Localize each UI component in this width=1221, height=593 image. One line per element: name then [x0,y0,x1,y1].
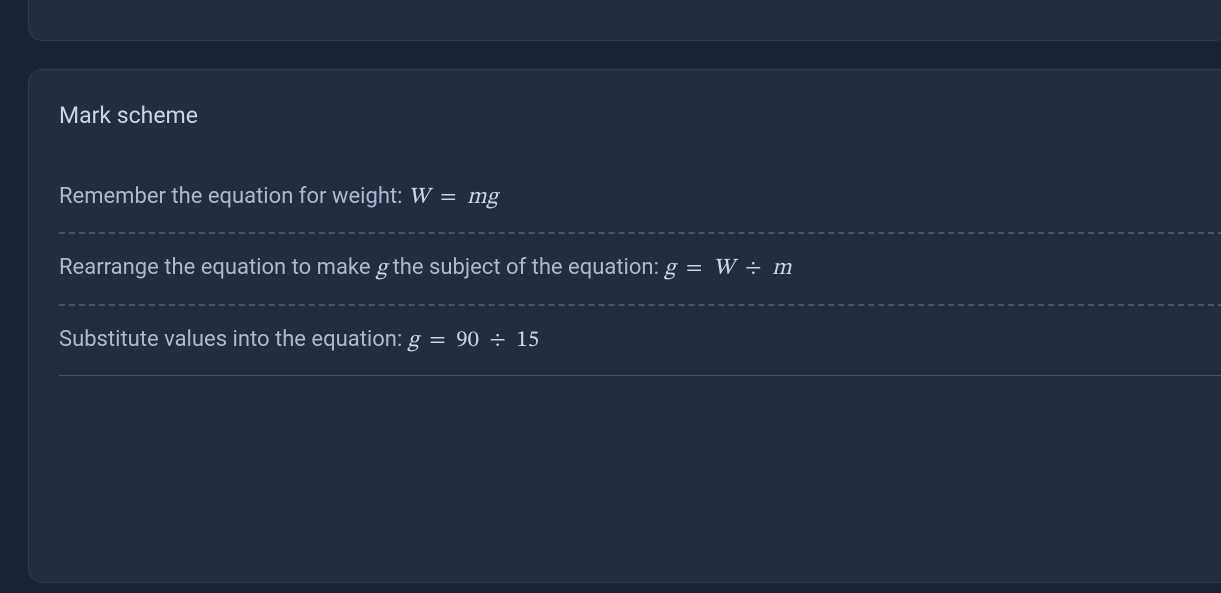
equation: g = 90 ÷ 15 [408,329,539,352]
math-var: m [467,186,487,209]
step-text: the subject of the equation: [393,255,665,280]
step-text: Remember the equation for weight: [59,184,408,209]
mark-scheme-card: Mark scheme Remember the equation for we… [28,69,1221,583]
step-text: Substitute values into the equation: [59,327,408,352]
equation: g = W ÷ m [664,257,791,280]
math-op: ÷ [479,329,516,352]
mark-scheme-step: Rearrange the equation to make g the sub… [59,234,1199,303]
math-op: = [430,186,467,209]
math-var: m [772,257,792,280]
math-var: g [487,186,498,209]
step-divider-solid [59,375,1221,376]
math-num: 15 [516,329,539,352]
math-var: g [664,257,675,280]
math-var: g [408,329,419,352]
math-var: W [408,186,430,209]
math-var: W [713,257,735,280]
equation: W = mg [408,186,498,209]
inline-var: g [376,257,387,280]
math-op: ÷ [735,257,772,280]
mark-scheme-step: Remember the equation for weight: W = mg [59,181,1199,232]
math-num: 90 [456,329,479,352]
mark-scheme-step: Substitute values into the equation: g =… [59,306,1199,375]
step-text: Rearrange the equation to make [59,255,376,280]
previous-card-bottom [28,0,1221,41]
math-op: = [419,329,456,352]
mark-scheme-heading: Mark scheme [59,102,1199,129]
math-op: = [676,257,713,280]
